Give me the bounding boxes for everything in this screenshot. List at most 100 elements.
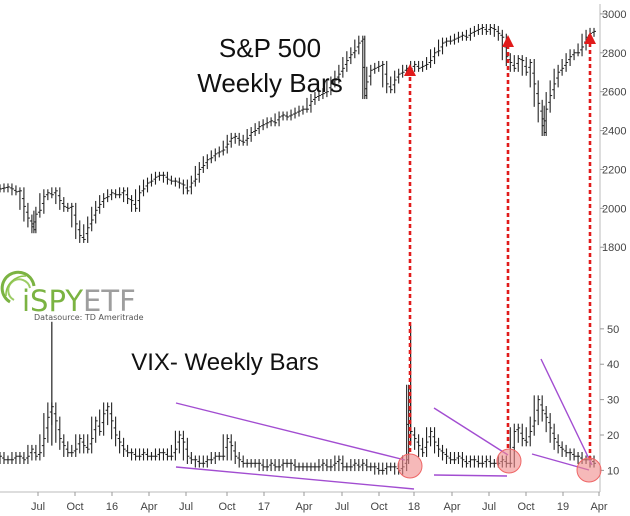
vix-bar	[540, 395, 545, 422]
vix-bar	[221, 434, 226, 461]
sp500-bar	[1, 183, 6, 193]
vix-bar	[169, 444, 174, 461]
sp500-bar	[49, 187, 54, 199]
sp500-bar	[33, 206, 38, 234]
sp500-bar	[428, 49, 433, 68]
sp500-bar	[173, 177, 178, 187]
sp500-bar	[376, 60, 381, 72]
vix-bar	[185, 437, 190, 465]
vix-bar	[69, 444, 74, 457]
vix-bar	[532, 395, 537, 436]
vix-bar	[13, 451, 18, 465]
sp500-bar	[416, 60, 421, 72]
sp500-bar	[269, 117, 274, 127]
sp500-bar	[217, 146, 222, 158]
vix-bar	[336, 455, 341, 472]
sp500-bar	[460, 31, 465, 41]
sp500-bar	[356, 35, 361, 55]
sp500-bar	[25, 202, 30, 228]
sp500-bar	[464, 29, 469, 41]
vix-bar	[57, 416, 62, 450]
sp500-bar	[177, 177, 182, 189]
vix-bar	[476, 455, 481, 468]
sp500-bar	[125, 187, 130, 205]
sp500-bar	[197, 162, 202, 183]
x-tick-label: Oct	[370, 501, 387, 513]
vix-bar	[237, 451, 242, 468]
sp500-bar	[548, 80, 553, 113]
vix-bar	[1, 451, 6, 465]
vix-bar	[384, 462, 389, 475]
sp500-bar	[568, 49, 573, 66]
sp500-bar	[97, 195, 102, 214]
arrow-up-icon	[584, 32, 596, 44]
sp500-bar	[520, 55, 525, 76]
sp500-bar	[488, 24, 493, 35]
vix-bar	[372, 462, 377, 475]
vix-bar	[21, 451, 26, 465]
vix-bar	[121, 437, 126, 457]
vix-bar	[548, 413, 553, 443]
vix-bar	[181, 430, 186, 461]
vix-bar	[304, 462, 309, 472]
sp500-bar	[53, 187, 58, 205]
sp500-bar	[241, 134, 246, 146]
sp500-bar	[456, 31, 461, 43]
sp500-bar	[372, 62, 377, 74]
vix-bar	[380, 462, 385, 475]
vix-bar	[576, 451, 581, 465]
vix-bar	[293, 459, 298, 472]
vix-bar	[420, 437, 425, 457]
vix-bar	[440, 444, 445, 461]
sp500-bar	[65, 202, 70, 212]
vix-bar	[488, 455, 493, 468]
vix-bar	[324, 459, 329, 472]
sp500-bar	[253, 123, 258, 136]
vix-bar	[300, 462, 305, 472]
sp500-bar	[576, 43, 581, 57]
vix-bar	[261, 459, 266, 472]
sp500-bar	[424, 57, 429, 70]
vix-bar	[117, 430, 122, 454]
sp500-bar	[69, 202, 74, 228]
sp500-bar	[113, 189, 118, 199]
vix-bar	[129, 448, 134, 461]
sp500-bar	[221, 140, 226, 156]
vix-bar	[376, 462, 381, 475]
sp500-y-tick-label: 3000	[602, 9, 626, 21]
vix-bar	[25, 444, 30, 465]
vix-y-tick-label: 40	[607, 359, 619, 371]
sp500-bar	[13, 185, 18, 196]
sp500-bar	[436, 39, 441, 57]
vix-bar	[125, 444, 130, 457]
vix-bar	[572, 448, 577, 461]
sp500-bar	[524, 57, 529, 76]
vix-bar	[516, 423, 521, 443]
vix-bar	[41, 413, 46, 457]
sp500-bar	[480, 24, 485, 35]
vix-bar	[5, 455, 10, 465]
highlight-circle	[496, 448, 522, 474]
sp500-bar	[297, 105, 301, 117]
vix-y-tick-label: 30	[607, 395, 619, 407]
x-tick-label: Jul	[31, 501, 45, 513]
x-tick-label: Apr	[295, 501, 312, 513]
sp500-bar	[392, 70, 397, 94]
vix-bar	[360, 459, 365, 472]
vix-bar	[348, 459, 353, 472]
arrow-up-icon	[502, 35, 514, 47]
vix-bar	[109, 402, 114, 440]
vix-bar	[173, 430, 178, 461]
trend-line-upper-3	[540, 358, 593, 466]
vix-bar	[9, 451, 14, 465]
logo-swirl-icon	[0, 270, 36, 304]
vix-bar	[432, 427, 437, 454]
vix-bar	[524, 427, 529, 447]
vix-bar	[388, 462, 393, 472]
vix-bar	[568, 448, 573, 461]
x-tick-label: Apr	[590, 501, 607, 513]
vix-bar	[492, 459, 497, 468]
sp500-bar	[564, 53, 569, 72]
sp500-bar	[61, 197, 66, 212]
